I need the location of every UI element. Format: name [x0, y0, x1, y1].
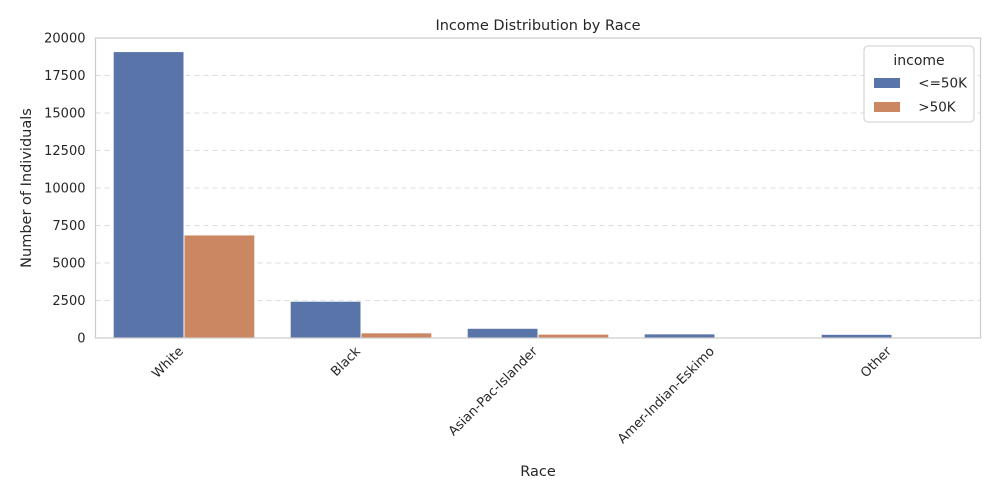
x-tick-label: White — [149, 344, 186, 381]
y-tick-label: 12500 — [44, 144, 85, 159]
x-axis-title: Race — [520, 464, 556, 480]
bar — [183, 234, 256, 339]
y-axis-title: Number of Individuals — [19, 108, 35, 268]
bar — [112, 51, 185, 339]
y-tick-label: 10000 — [44, 182, 85, 197]
bars — [112, 51, 964, 339]
bar — [643, 333, 716, 339]
legend-swatch — [874, 78, 900, 88]
bar — [360, 332, 433, 339]
bar — [466, 327, 539, 339]
y-tick-label: 2500 — [52, 294, 85, 309]
y-tick-label: 0 — [77, 332, 85, 347]
legend-title: income — [893, 53, 944, 69]
y-tick-label: 20000 — [44, 32, 85, 47]
x-tick-label: Amer-Indian-Eskimo — [615, 344, 718, 447]
legend-label: >50K — [914, 100, 957, 116]
x-axis-ticks: White Black Asian-Pac-Islander Amer-Indian-… — [149, 344, 895, 447]
y-tick-label: 7500 — [52, 219, 85, 234]
chart-title: Income Distribution by Race — [435, 18, 640, 34]
y-tick-label: 17500 — [44, 69, 85, 84]
y-axis-ticks: 0 2500 5000 7500 10000 12500 15000 17500 20000 — [44, 32, 85, 347]
y-tick-label: 15000 — [44, 107, 85, 122]
legend-swatch — [874, 102, 900, 112]
x-tick-label: Black — [328, 344, 364, 380]
legend: income <=50K >50K — [863, 45, 975, 123]
x-tick-label: Other — [858, 344, 895, 381]
y-tick-label: 5000 — [52, 257, 85, 272]
legend-items: <=50K >50K — [874, 76, 968, 116]
bar — [289, 300, 362, 339]
x-tick-label: Asian-Pac-Islander — [446, 344, 541, 439]
legend-label: <=50K — [914, 76, 968, 92]
plot-frame — [94, 37, 982, 339]
